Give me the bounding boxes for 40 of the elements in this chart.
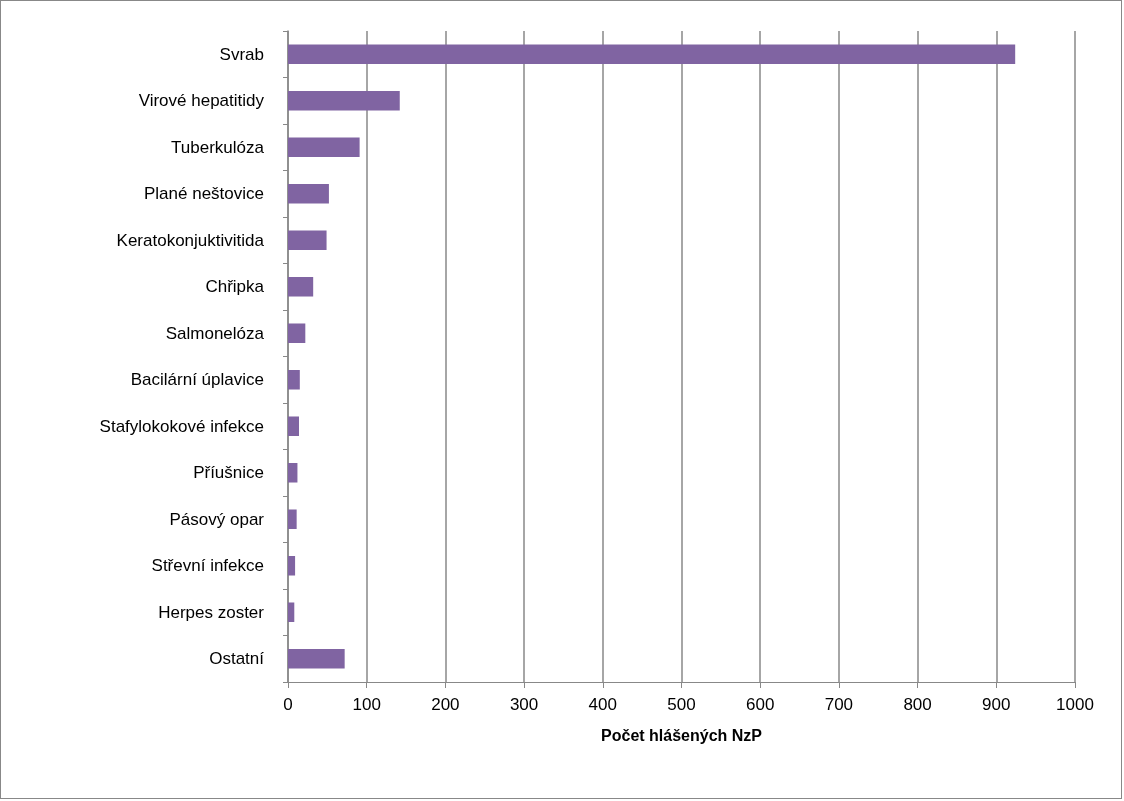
x-tick-label: 400: [588, 695, 617, 714]
y-tick-label: Keratokonjuktivitida: [116, 230, 265, 250]
y-tick-label: Pásový opar: [169, 509, 265, 529]
bar: [288, 276, 314, 297]
bar: [288, 183, 329, 204]
bar: [288, 369, 300, 390]
y-tick-label: Ostatní: [209, 649, 265, 669]
bar: [288, 230, 327, 251]
x-tick-label: 200: [431, 695, 460, 714]
bar: [288, 323, 306, 344]
bar: [288, 137, 360, 158]
x-tick-label: 600: [746, 695, 775, 714]
y-tick-label: Střevní infekce: [151, 556, 264, 576]
bar: [288, 555, 296, 576]
x-tick-label: 100: [352, 695, 381, 714]
y-tick-label: Tuberkulóza: [171, 137, 265, 157]
bar: [288, 44, 1016, 65]
bar: [288, 462, 298, 483]
y-tick-label: Virové hepatitidy: [138, 91, 265, 111]
y-tick-label: Herpes zoster: [158, 602, 265, 622]
bar: [288, 602, 295, 623]
y-tick-label: Salmonelóza: [165, 323, 265, 343]
bar: [288, 90, 400, 111]
y-tick-label: Chřipka: [205, 277, 265, 297]
y-tick-label: Svrab: [219, 44, 264, 64]
x-tick-label: 1000: [1056, 695, 1094, 714]
y-tick-label: Bacilární úplavice: [130, 370, 264, 390]
y-tick-label: Stafylokokové infekce: [99, 416, 264, 436]
bar: [288, 416, 300, 437]
x-axis-title: Počet hlášených NzP: [601, 726, 763, 744]
x-tick-label: 300: [509, 695, 539, 714]
y-tick-label: Příušnice: [193, 463, 264, 483]
x-tick-label: 800: [903, 695, 932, 714]
y-tick-label: Plané neštovice: [143, 184, 264, 204]
bar: [288, 648, 345, 669]
bar: [288, 509, 297, 530]
x-tick-label: 900: [982, 695, 1011, 714]
x-tick-label: 500: [667, 695, 696, 714]
x-tick-label: 0: [283, 695, 293, 714]
x-tick-label: 700: [824, 695, 854, 714]
